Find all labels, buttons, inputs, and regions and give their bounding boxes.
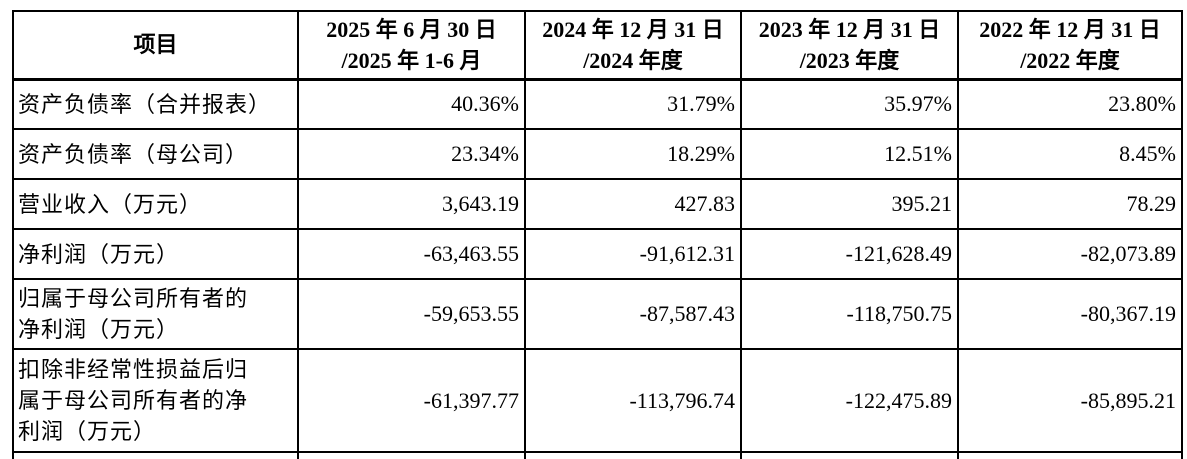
row-label-debt-ratio-parent: 资产负债率（母公司） [12,128,299,180]
header-period-2023: 2023 年 12 月 31 日 /2023 年度 [740,10,959,81]
header-item-column: 项目 [12,10,299,81]
cell-value: -121,628.49 [740,228,959,280]
header-period-2023-line1: 2023 年 12 月 31 日 [758,16,941,42]
header-period-2025-line1: 2025 年 6 月 30 日 [326,16,497,42]
header-period-2025: 2025 年 6 月 30 日 /2025 年 1-6 月 [297,10,526,81]
cell-value: 427.83 [524,178,742,230]
cell-value: 3,643.19 [297,178,526,230]
truncated-cell [740,451,959,459]
cell-value: 23.80% [957,78,1183,130]
truncated-cell [957,451,1183,459]
cell-value: -118,750.75 [740,278,959,350]
cell-value: 31.79% [524,78,742,130]
truncated-cell [12,451,299,459]
cell-value: 35.97% [740,78,959,130]
cell-value: 12.51% [740,128,959,180]
cell-value: -61,397.77 [297,348,526,453]
truncated-cell [524,451,742,459]
row-label-net-profit-excl-nonrecurring: 扣除非经常性损益后归 属于母公司所有者的净 利润（万元） [12,348,299,453]
truncated-cell [297,451,526,459]
cell-value: -91,612.31 [524,228,742,280]
cell-value: -87,587.43 [524,278,742,350]
table-row: 扣除非经常性损益后归 属于母公司所有者的净 利润（万元） -61,397.77 … [12,348,1183,453]
cell-value: 395.21 [740,178,959,230]
cell-value: -63,463.55 [297,228,526,280]
cell-value: 23.34% [297,128,526,180]
cell-value: 78.29 [957,178,1183,230]
cell-value: 18.29% [524,128,742,180]
cell-value: -82,073.89 [957,228,1183,280]
row-label-operating-revenue: 营业收入（万元） [12,178,299,230]
header-period-2024-line1: 2024 年 12 月 31 日 [542,16,724,42]
cell-value: -85,895.21 [957,348,1183,453]
table-row-truncated [12,451,1183,459]
header-item-label: 项目 [133,32,178,58]
cell-value: -113,796.74 [524,348,742,453]
header-period-2022-line2: /2022 年度 [1020,47,1120,73]
table-row: 营业收入（万元） 3,643.19 427.83 395.21 78.29 [12,178,1183,230]
table-row: 资产负债率（合并报表） 40.36% 31.79% 35.97% 23.80% [12,78,1183,130]
header-period-2024-line2: /2024 年度 [583,47,683,73]
header-period-2022: 2022 年 12 月 31 日 /2022 年度 [957,10,1183,81]
header-period-2024: 2024 年 12 月 31 日 /2024 年度 [524,10,742,81]
cell-value: -122,475.89 [740,348,959,453]
cell-value: 8.45% [957,128,1183,180]
table-row: 资产负债率（母公司） 23.34% 18.29% 12.51% 8.45% [12,128,1183,180]
header-period-2022-line1: 2022 年 12 月 31 日 [979,16,1161,42]
header-period-2023-line2: /2023 年度 [799,47,900,73]
header-period-2025-line2: /2025 年 1-6 月 [341,47,482,73]
table-header-row: 项目 2025 年 6 月 30 日 /2025 年 1-6 月 2024 年 … [12,10,1183,81]
financial-table: 项目 2025 年 6 月 30 日 /2025 年 1-6 月 2024 年 … [12,10,1183,459]
cell-value: -80,367.19 [957,278,1183,350]
table-row: 归属于母公司所有者的 净利润（万元） -59,653.55 -87,587.43… [12,278,1183,350]
row-label-net-profit: 净利润（万元） [12,228,299,280]
table-row: 净利润（万元） -63,463.55 -91,612.31 -121,628.4… [12,228,1183,280]
cell-value: -59,653.55 [297,278,526,350]
row-label-net-profit-attributable: 归属于母公司所有者的 净利润（万元） [12,278,299,350]
row-label-debt-ratio-consolidated: 资产负债率（合并报表） [12,78,299,130]
cell-value: 40.36% [297,78,526,130]
